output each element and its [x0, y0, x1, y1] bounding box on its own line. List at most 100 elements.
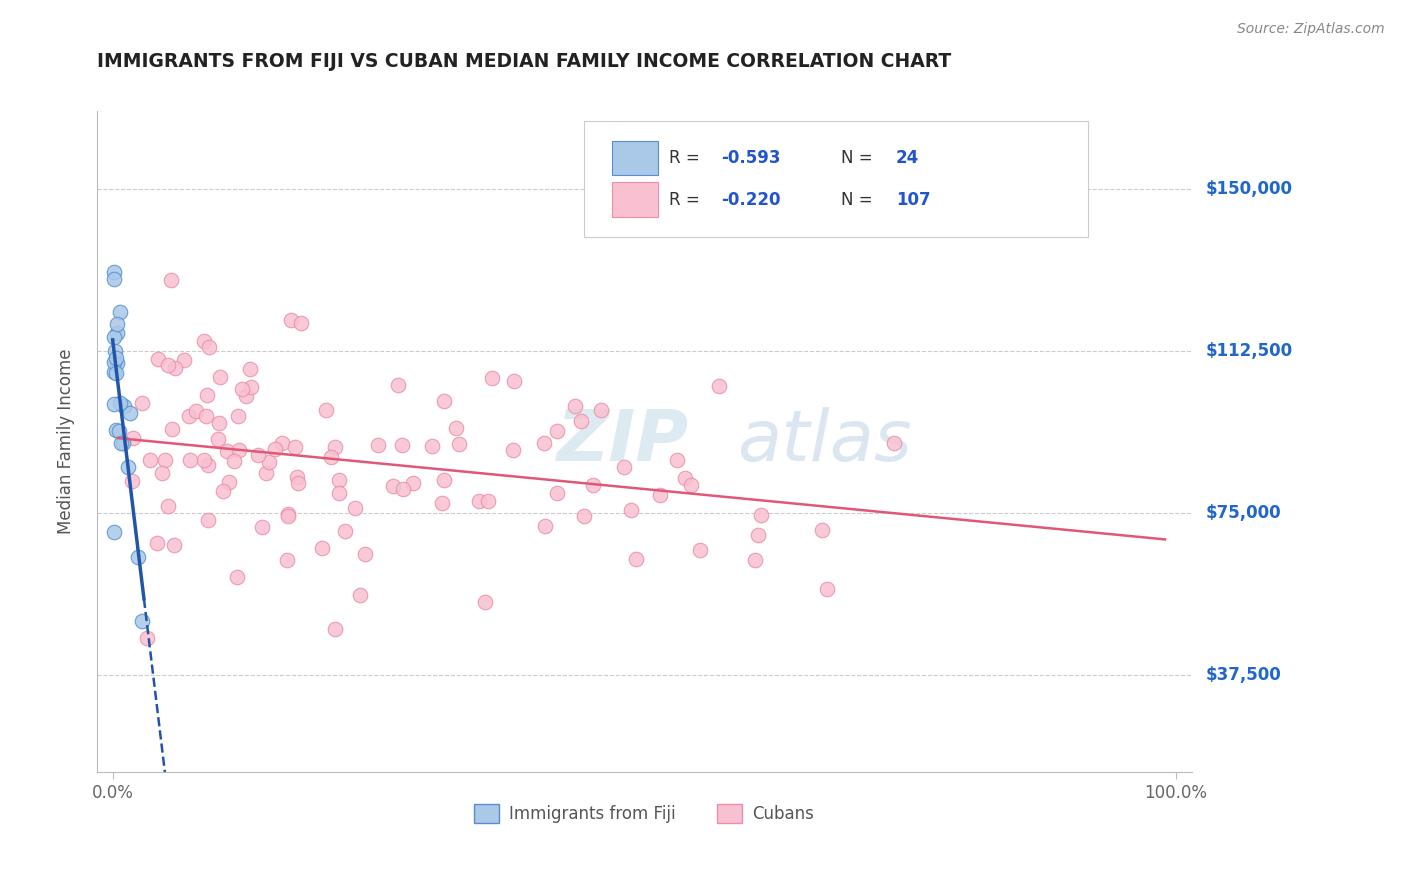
Point: [747, 528, 769, 542]
Point: [112, 400, 135, 414]
Point: [207, 432, 229, 446]
Point: [263, 442, 285, 456]
Point: [228, 442, 250, 457]
Point: [197, 458, 219, 472]
Point: [391, 482, 413, 496]
Point: [433, 393, 456, 408]
Point: [430, 496, 453, 510]
Point: [103, 265, 125, 279]
Point: [572, 509, 595, 524]
Point: [444, 421, 467, 435]
Point: [315, 403, 337, 417]
Point: [591, 403, 613, 417]
Point: [319, 450, 342, 464]
Point: [481, 370, 503, 384]
Point: [287, 470, 309, 484]
Point: [433, 473, 456, 487]
Point: [328, 485, 350, 500]
Point: [581, 478, 603, 492]
Point: [503, 374, 526, 388]
Point: [673, 470, 696, 484]
Point: [290, 316, 312, 330]
Point: [257, 455, 280, 469]
Point: [277, 508, 299, 523]
Point: [121, 474, 143, 488]
Point: [620, 503, 643, 517]
Point: [173, 352, 195, 367]
Point: [215, 443, 238, 458]
Point: [564, 399, 586, 413]
Point: [184, 404, 207, 418]
Point: [422, 439, 444, 453]
Text: atlas: atlas: [737, 407, 912, 476]
FancyBboxPatch shape: [613, 141, 658, 175]
Point: [155, 452, 177, 467]
Point: [382, 479, 405, 493]
Point: [883, 435, 905, 450]
Point: [104, 424, 127, 438]
Point: [533, 436, 555, 450]
Point: [136, 631, 159, 645]
Point: [218, 475, 240, 489]
Text: 24: 24: [896, 150, 920, 168]
FancyBboxPatch shape: [583, 120, 1088, 236]
Text: $37,500: $37,500: [1205, 665, 1281, 684]
Point: [118, 407, 141, 421]
Point: [349, 588, 371, 602]
Point: [744, 553, 766, 567]
Point: [707, 379, 730, 393]
Point: [477, 494, 499, 508]
Point: [139, 453, 162, 467]
Point: [104, 343, 127, 358]
Point: [333, 524, 356, 538]
Point: [681, 477, 703, 491]
Point: [311, 541, 333, 556]
Point: [103, 365, 125, 379]
Point: [624, 552, 647, 566]
Point: [163, 538, 186, 552]
Point: [212, 483, 235, 498]
Point: [146, 351, 169, 366]
Point: [533, 518, 555, 533]
Point: [195, 409, 218, 423]
Point: [103, 524, 125, 539]
Point: [280, 312, 302, 326]
Point: [343, 500, 366, 515]
Point: [117, 460, 139, 475]
Y-axis label: Median Family Income: Median Family Income: [58, 349, 75, 534]
Point: [112, 436, 135, 450]
Point: [328, 473, 350, 487]
Point: [105, 356, 128, 370]
Point: [103, 355, 125, 369]
Point: [145, 536, 167, 550]
Point: [468, 494, 491, 508]
Text: R =: R =: [669, 150, 706, 168]
Point: [179, 453, 201, 467]
Point: [354, 548, 377, 562]
Text: $75,000: $75,000: [1205, 504, 1281, 522]
Point: [231, 382, 253, 396]
Point: [666, 452, 689, 467]
Point: [250, 520, 273, 534]
Point: [197, 340, 219, 354]
Point: [502, 443, 524, 458]
Point: [107, 326, 129, 340]
Point: [108, 424, 131, 438]
Point: [287, 476, 309, 491]
Point: [156, 358, 179, 372]
Point: [156, 499, 179, 513]
Point: [103, 272, 125, 286]
Point: [648, 487, 671, 501]
Point: [160, 273, 183, 287]
Point: [239, 380, 262, 394]
Point: [131, 614, 153, 628]
Point: [474, 595, 496, 609]
Point: [239, 362, 262, 376]
Point: [163, 361, 186, 376]
Point: [225, 569, 247, 583]
Point: [150, 466, 173, 480]
Point: [270, 436, 292, 450]
Point: [131, 396, 153, 410]
Point: [689, 543, 711, 558]
Point: [110, 396, 132, 410]
